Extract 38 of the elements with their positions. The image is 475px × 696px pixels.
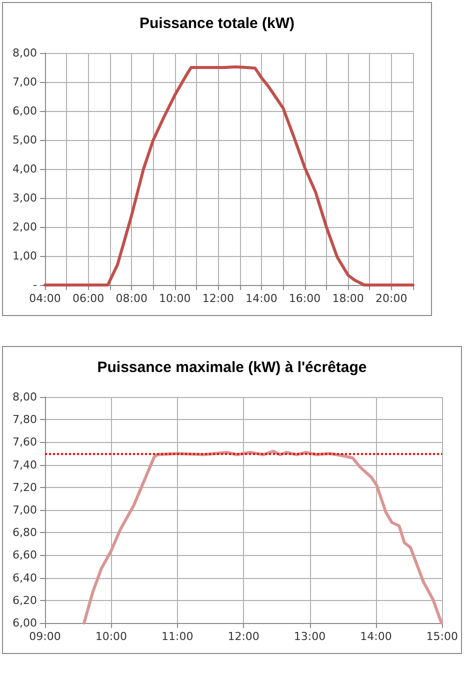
y-tick-label: 7,60 [12, 436, 37, 449]
chart-title: Puissance maximale (kW) à l'écrêtage [97, 359, 367, 376]
y-tick-label: 1,00 [12, 250, 37, 262]
y-tick-label: 6,80 [12, 526, 37, 540]
y-tick-label: 8,00 [12, 390, 37, 404]
y-tick-label: 7,40 [12, 458, 37, 472]
x-tick-label: 06:00 [72, 292, 104, 305]
y-tick-label: 6,00 [12, 104, 37, 118]
y-tick-label: 8,00 [12, 46, 37, 60]
y-tick-label: - [33, 278, 38, 292]
x-tick-label: 12:00 [228, 630, 260, 643]
x-tick-label: 20:00 [376, 292, 408, 305]
y-tick-label: 7,00 [12, 504, 37, 516]
x-tick-label: 14:00 [360, 630, 392, 643]
x-tick-label: 08:00 [116, 292, 148, 305]
y-tick-label: 6,20 [12, 594, 37, 607]
y-tick-label: 7,00 [12, 76, 37, 88]
x-tick-label: 16:00 [288, 292, 321, 305]
y-tick-label: 2,00 [12, 220, 37, 234]
chart-title: Puissance totale (kW) [139, 15, 295, 32]
x-tick-label: 04:00 [29, 292, 61, 305]
x-tick-label: 14:00 [246, 292, 278, 305]
x-tick-label: 11:00 [162, 630, 194, 643]
x-tick-label: 10:00 [95, 630, 128, 643]
x-tick-label: 13:00 [294, 630, 326, 643]
y-tick-label: 3,00 [12, 192, 37, 204]
y-tick-label: 6,00 [12, 616, 37, 630]
y-tick-label: 7,80 [12, 413, 37, 426]
y-tick-label: 5,00 [12, 134, 37, 146]
x-tick-label: 18:00 [332, 292, 364, 305]
y-tick-label: 6,60 [12, 548, 37, 562]
y-tick-label: 6,40 [12, 571, 37, 584]
x-tick-label: 15:00 [426, 630, 458, 643]
y-tick-label: 7,20 [12, 480, 37, 494]
x-tick-label: 09:00 [29, 630, 61, 643]
x-tick-label: 12:00 [202, 292, 234, 305]
x-tick-label: 10:00 [159, 292, 191, 305]
y-tick-label: 4,00 [12, 162, 37, 176]
